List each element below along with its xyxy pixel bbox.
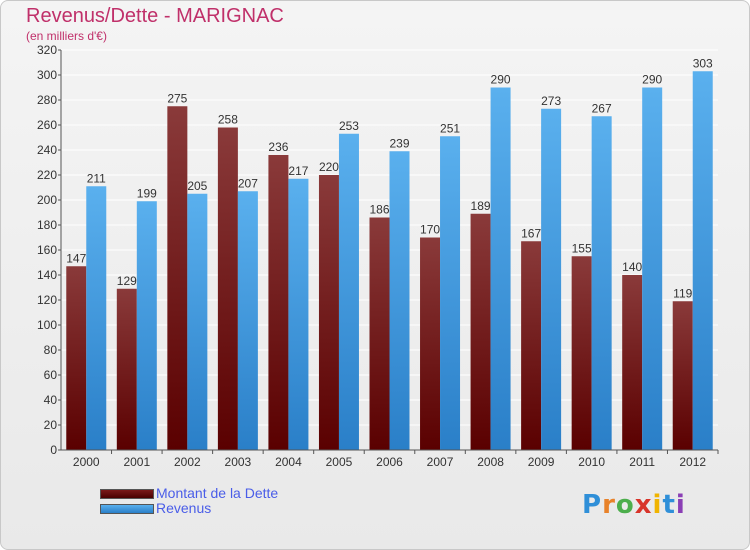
chart-subtitle: (en milliers d'€)	[26, 29, 107, 43]
axes: 0 20 40 60 80 100 120 140 160 180 200 220 240 260 280 3…	[37, 43, 719, 469]
x-tick-label: 2001	[123, 455, 150, 469]
bar-dette	[521, 241, 542, 450]
y-tick-label: 260	[37, 118, 57, 132]
data-label: 273	[541, 94, 561, 108]
legend-label-dette: Montant de la Dette	[156, 485, 279, 501]
bar-dette	[268, 155, 289, 450]
data-label: 147	[66, 251, 86, 265]
y-tick-label: 300	[37, 68, 57, 82]
data-label: 140	[622, 260, 642, 274]
data-label: 267	[592, 101, 612, 115]
bar-revenus	[490, 87, 511, 450]
y-tick-label: 140	[37, 268, 57, 282]
bar-revenus	[440, 136, 461, 450]
y-tick-label: 100	[37, 318, 57, 332]
y-tick-label: 180	[37, 218, 57, 232]
legend-swatch-revenus	[100, 504, 154, 514]
x-tick-label: 2011	[629, 455, 655, 469]
bar-revenus	[136, 201, 157, 450]
x-tick-label: 2002	[174, 455, 201, 469]
data-label: 217	[288, 164, 308, 178]
data-label: 170	[420, 223, 440, 237]
data-label: 119	[673, 286, 692, 300]
bar-dette	[167, 106, 188, 450]
y-tick-label: 20	[44, 418, 58, 432]
x-tick-label: 2010	[578, 455, 605, 469]
bar-revenus	[187, 193, 208, 450]
bar-dette	[622, 275, 643, 450]
x-tick-label: 2012	[679, 455, 706, 469]
y-tick-label: 40	[44, 393, 58, 407]
y-tick-label: 120	[37, 293, 57, 307]
y-tick-label: 80	[44, 343, 58, 357]
y-tick-label: 60	[44, 368, 58, 382]
data-label: 253	[339, 119, 359, 133]
data-label: 167	[521, 226, 541, 240]
bar-revenus	[288, 178, 309, 450]
x-tick-label: 2000	[73, 455, 100, 469]
bar-revenus	[389, 151, 410, 450]
bar-dette	[217, 127, 238, 450]
bar-dette	[318, 175, 339, 450]
x-tick-label: 2006	[376, 455, 403, 469]
x-tick-label: 2004	[275, 455, 302, 469]
x-tick-label: 2005	[326, 455, 353, 469]
bar-revenus	[237, 191, 258, 450]
chart-title: Revenus/Dette - MARIGNAC	[26, 5, 284, 27]
y-tick-label: 200	[37, 193, 57, 207]
data-label: 239	[389, 136, 409, 150]
data-label: 211	[87, 171, 106, 185]
bar-revenus	[591, 116, 612, 450]
bars	[66, 71, 713, 450]
y-tick-label: 220	[37, 168, 57, 182]
data-label: 290	[642, 73, 662, 87]
data-label: 251	[440, 121, 460, 135]
bar-revenus	[86, 186, 107, 450]
data-label: 189	[471, 199, 491, 213]
data-label: 129	[117, 274, 137, 288]
data-label: 207	[238, 176, 258, 190]
data-label: 199	[137, 186, 157, 200]
bar-dette	[116, 288, 137, 450]
data-label: 236	[268, 140, 288, 154]
data-label: 303	[693, 56, 713, 70]
data-label: 275	[167, 91, 187, 105]
bar-revenus	[338, 133, 359, 450]
data-label: 290	[491, 73, 511, 87]
bar-dette	[369, 217, 390, 450]
data-label: 155	[572, 241, 592, 255]
data-label: 220	[319, 160, 339, 174]
x-tick-label: 2008	[477, 455, 504, 469]
legend-swatch-dette	[100, 489, 154, 499]
y-tick-label: 0	[50, 443, 57, 457]
x-tick-label: 2009	[528, 455, 555, 469]
legend-label-revenus: Revenus	[156, 500, 212, 516]
x-tick-label: 2003	[225, 455, 252, 469]
bar-dette	[420, 237, 441, 450]
bar-dette	[571, 256, 592, 450]
y-tick-label: 160	[37, 243, 57, 257]
x-tick-label: 2007	[427, 455, 454, 469]
bar-dette	[470, 213, 491, 450]
y-tick-label: 280	[37, 93, 57, 107]
bar-revenus	[642, 87, 663, 450]
data-label: 205	[187, 179, 207, 193]
y-tick-label: 240	[37, 143, 57, 157]
bar-revenus	[541, 108, 562, 450]
proxiti-logo: Proxiti	[582, 490, 686, 520]
y-tick-label: 320	[37, 43, 57, 57]
data-label: 186	[369, 203, 389, 217]
bar-revenus	[692, 71, 713, 450]
bar-dette	[672, 301, 693, 450]
bar-dette	[66, 266, 87, 450]
data-label: 258	[218, 113, 238, 127]
